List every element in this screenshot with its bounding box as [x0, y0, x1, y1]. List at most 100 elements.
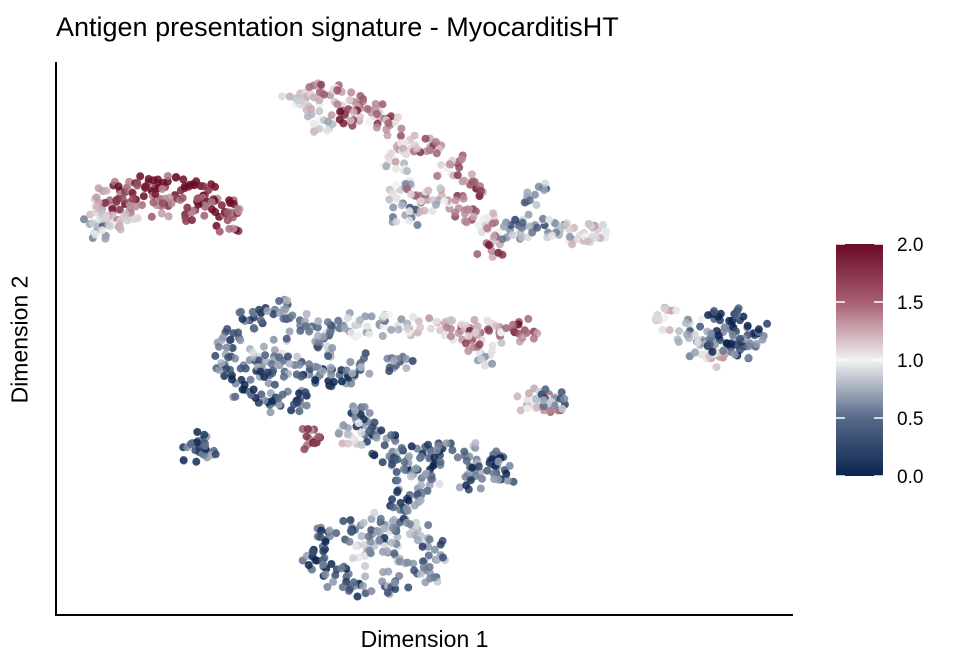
data-point: [157, 209, 166, 218]
data-point: [329, 577, 338, 586]
data-point: [250, 324, 259, 333]
data-point: [550, 401, 559, 410]
data-point: [436, 458, 445, 467]
data-point: [307, 105, 316, 113]
data-point: [471, 439, 480, 448]
data-point: [264, 379, 273, 388]
data-point: [492, 322, 501, 331]
data-point: [274, 394, 283, 403]
data-point: [338, 583, 347, 592]
data-point: [476, 484, 485, 493]
data-point: [483, 224, 492, 233]
data-point: [522, 328, 531, 337]
data-point: [287, 406, 296, 415]
data-point: [425, 563, 434, 571]
data-point: [410, 501, 419, 510]
data-point: [138, 201, 146, 210]
data-point: [275, 297, 284, 305]
data-point: [378, 100, 387, 109]
data-point: [730, 310, 739, 319]
data-point: [351, 542, 360, 551]
data-point: [207, 198, 216, 207]
data-point: [215, 366, 224, 375]
data-point: [403, 506, 412, 515]
data-point: [458, 155, 467, 164]
data-point: [295, 407, 304, 416]
data-point: [325, 526, 334, 535]
data-point: [388, 495, 397, 504]
data-point: [311, 362, 320, 371]
data-point: [391, 585, 400, 593]
data-point: [355, 112, 364, 121]
data-point: [525, 222, 534, 231]
data-point: [354, 419, 363, 428]
data-point: [249, 385, 258, 394]
data-point: [297, 372, 306, 381]
data-point: [288, 311, 297, 320]
data-point: [414, 317, 423, 326]
data-point: [660, 304, 669, 313]
data-point: [183, 203, 192, 212]
data-point: [326, 328, 335, 337]
data-point: [697, 315, 706, 324]
data-point: [112, 198, 121, 206]
data-point: [432, 317, 441, 326]
data-point: [378, 332, 387, 340]
data-point: [744, 353, 753, 362]
data-point: [497, 338, 506, 347]
data-point: [565, 225, 574, 234]
data-point: [256, 367, 265, 376]
data-point: [541, 385, 550, 394]
data-point: [310, 127, 318, 136]
data-point: [397, 124, 406, 133]
data-point: [294, 96, 303, 105]
data-point: [533, 223, 542, 232]
data-point: [164, 212, 173, 221]
data-point: [461, 339, 470, 348]
data-point: [285, 327, 294, 336]
data-point: [396, 131, 405, 140]
data-point: [557, 388, 566, 397]
data-point: [275, 308, 284, 317]
data-point: [405, 530, 414, 538]
data-point: [473, 250, 482, 259]
data-point: [211, 208, 220, 216]
data-point: [518, 334, 527, 343]
data-point: [707, 329, 716, 338]
data-point: [263, 368, 272, 377]
data-point: [470, 316, 479, 324]
data-point: [332, 529, 341, 538]
data-point: [360, 403, 369, 411]
data-point: [539, 396, 548, 405]
data-point: [532, 200, 541, 209]
chart-title: Antigen presentation signature - Myocard…: [56, 12, 619, 42]
data-point: [302, 310, 311, 318]
data-point: [467, 170, 476, 179]
data-point: [460, 176, 469, 185]
data-point: [446, 324, 455, 333]
data-point: [346, 116, 355, 125]
data-point: [412, 521, 421, 530]
data-point: [387, 538, 396, 547]
data-point: [305, 327, 314, 336]
data-point: [462, 456, 471, 465]
data-point: [219, 333, 227, 342]
data-point: [518, 218, 527, 227]
data-point: [436, 326, 444, 335]
data-point: [424, 551, 433, 560]
data-point: [348, 369, 357, 378]
data-point: [448, 446, 457, 455]
data-point: [334, 429, 343, 438]
data-point: [469, 212, 478, 221]
data-point: [215, 227, 224, 236]
data-point: [385, 195, 394, 204]
data-point: [402, 364, 411, 373]
data-point: [396, 498, 405, 507]
data-point: [171, 173, 180, 182]
data-point: [263, 307, 272, 315]
data-point: [98, 226, 107, 235]
data-point: [222, 365, 231, 373]
data-point: [502, 469, 511, 478]
data-point: [379, 568, 388, 577]
data-point: [387, 149, 396, 158]
